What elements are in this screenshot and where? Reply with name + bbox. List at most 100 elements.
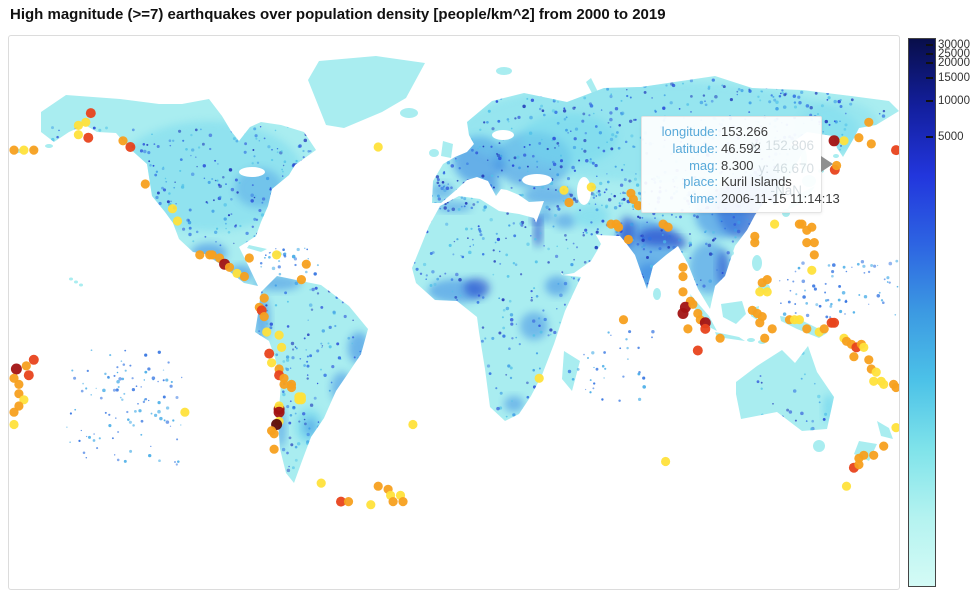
earthquake-point[interactable] bbox=[841, 481, 852, 491]
earthquake-point[interactable] bbox=[272, 250, 282, 260]
earthquake-point[interactable] bbox=[891, 423, 899, 433]
earthquake-point[interactable] bbox=[859, 342, 869, 352]
earthquake-point[interactable] bbox=[891, 145, 899, 156]
earthquake-point[interactable] bbox=[224, 262, 235, 272]
earthquake-point[interactable] bbox=[879, 379, 889, 389]
earthquake-point[interactable] bbox=[828, 135, 840, 147]
earthquake-point[interactable] bbox=[259, 312, 269, 322]
earthquake-point[interactable] bbox=[864, 117, 874, 127]
earthquake-point[interactable] bbox=[618, 315, 629, 325]
earthquake-point[interactable] bbox=[767, 324, 777, 334]
earthquake-point[interactable] bbox=[9, 407, 19, 417]
earthquake-point[interactable] bbox=[869, 376, 879, 386]
earthquake-point[interactable] bbox=[750, 231, 760, 241]
earthquake-point[interactable] bbox=[125, 142, 136, 152]
earthquake-point[interactable] bbox=[81, 117, 91, 127]
earthquake-point[interactable] bbox=[180, 407, 190, 417]
earthquake-point[interactable] bbox=[586, 182, 596, 192]
earthquake-point[interactable] bbox=[9, 145, 19, 155]
earthquake-point[interactable] bbox=[273, 406, 285, 418]
earthquake-point[interactable] bbox=[678, 287, 688, 297]
earthquake-point[interactable] bbox=[809, 238, 819, 248]
earthquake-point[interactable] bbox=[564, 197, 574, 208]
earthquake-point[interactable] bbox=[9, 419, 19, 430]
earthquake-point[interactable] bbox=[366, 500, 376, 510]
earthquake-point[interactable] bbox=[264, 348, 275, 359]
earthquake-point[interactable] bbox=[797, 219, 807, 229]
earthquake-point[interactable] bbox=[819, 324, 829, 334]
earthquake-point[interactable] bbox=[10, 363, 22, 375]
earthquake-point[interactable] bbox=[559, 185, 569, 195]
earthquake-point[interactable] bbox=[613, 222, 624, 232]
earthquake-point[interactable] bbox=[762, 287, 772, 297]
earthquake-point[interactable] bbox=[336, 496, 346, 507]
earthquake-point[interactable] bbox=[14, 401, 24, 411]
earthquake-point[interactable] bbox=[849, 352, 859, 362]
earthquake-point[interactable] bbox=[244, 253, 254, 263]
earthquake-point[interactable] bbox=[279, 379, 289, 389]
earthquake-point[interactable] bbox=[388, 497, 398, 507]
earthquake-point[interactable] bbox=[623, 234, 634, 245]
earthquake-point[interactable] bbox=[267, 358, 277, 368]
earthquake-point[interactable] bbox=[316, 478, 326, 488]
earthquake-point[interactable] bbox=[802, 225, 812, 235]
earthquake-point[interactable] bbox=[301, 259, 311, 269]
earthquake-points[interactable] bbox=[9, 108, 899, 510]
earthquake-point[interactable] bbox=[832, 160, 842, 171]
earthquake-point[interactable] bbox=[85, 108, 96, 119]
earthquake-point[interactable] bbox=[891, 382, 899, 393]
earthquake-point[interactable] bbox=[207, 250, 217, 260]
earthquake-point[interactable] bbox=[633, 201, 644, 211]
earthquake-point[interactable] bbox=[678, 271, 688, 282]
earthquake-point[interactable] bbox=[807, 265, 817, 275]
earthquake-point[interactable] bbox=[14, 389, 24, 399]
earthquake-point[interactable] bbox=[19, 145, 29, 155]
earthquake-point[interactable] bbox=[534, 373, 544, 383]
earthquake-point[interactable] bbox=[715, 333, 725, 343]
earthquake-point[interactable] bbox=[809, 250, 819, 260]
earthquake-point[interactable] bbox=[663, 222, 673, 232]
earthquake-point[interactable] bbox=[118, 136, 128, 146]
earthquake-point[interactable] bbox=[677, 308, 689, 319]
earthquake-point[interactable] bbox=[167, 204, 178, 214]
earthquake-point[interactable] bbox=[343, 497, 354, 507]
earthquake-point[interactable] bbox=[172, 216, 183, 226]
earthquake-point[interactable] bbox=[274, 330, 284, 340]
earthquake-point[interactable] bbox=[879, 441, 889, 451]
earthquake-point[interactable] bbox=[802, 238, 812, 248]
earthquake-point[interactable] bbox=[398, 497, 408, 507]
earthquake-point[interactable] bbox=[755, 318, 765, 328]
earthquake-point[interactable] bbox=[83, 132, 94, 143]
earthquake-point[interactable] bbox=[770, 219, 780, 229]
earthquake-point[interactable] bbox=[802, 324, 812, 334]
earthquake-point[interactable] bbox=[829, 317, 840, 328]
earthquake-point[interactable] bbox=[373, 481, 383, 491]
earthquake-point[interactable] bbox=[408, 419, 418, 430]
earthquake-point[interactable] bbox=[296, 275, 306, 285]
earthquake-point[interactable] bbox=[239, 271, 249, 282]
earthquake-point[interactable] bbox=[854, 133, 864, 143]
earthquake-point[interactable] bbox=[29, 145, 39, 155]
earthquake-point[interactable] bbox=[14, 379, 24, 389]
earthquake-point[interactable] bbox=[262, 327, 272, 337]
earthquake-point[interactable] bbox=[692, 345, 703, 356]
earthquake-point[interactable] bbox=[19, 395, 29, 405]
earthquake-point[interactable] bbox=[869, 450, 879, 460]
earthquake-point[interactable] bbox=[286, 382, 297, 393]
earthquake-point[interactable] bbox=[661, 456, 671, 467]
earthquake-point[interactable] bbox=[73, 130, 83, 140]
earthquake-point[interactable] bbox=[232, 268, 242, 278]
earthquake-point[interactable] bbox=[140, 179, 150, 189]
earthquake-point[interactable] bbox=[195, 250, 205, 260]
earthquake-point[interactable] bbox=[678, 262, 688, 272]
earthquake-point[interactable] bbox=[700, 323, 711, 334]
earthquake-point[interactable] bbox=[688, 299, 698, 309]
earthquake-point[interactable] bbox=[28, 354, 39, 365]
earthquake-point[interactable] bbox=[755, 287, 765, 297]
earthquake-point[interactable] bbox=[854, 460, 864, 470]
earthquake-point[interactable] bbox=[23, 370, 34, 381]
earthquake-point[interactable] bbox=[294, 395, 304, 405]
earthquake-point[interactable] bbox=[757, 278, 767, 288]
earthquake-point[interactable] bbox=[628, 194, 639, 204]
earthquake-point[interactable] bbox=[269, 429, 279, 439]
